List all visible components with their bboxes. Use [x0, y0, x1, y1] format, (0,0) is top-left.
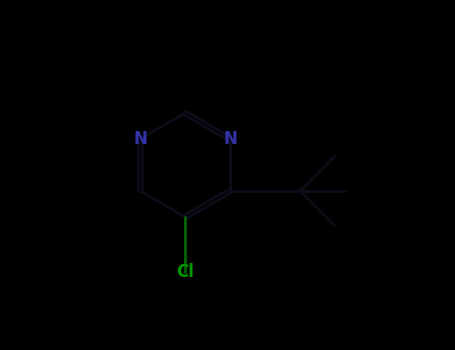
Text: N: N [223, 130, 237, 148]
Text: Cl: Cl [176, 263, 194, 281]
Text: N: N [133, 130, 147, 148]
